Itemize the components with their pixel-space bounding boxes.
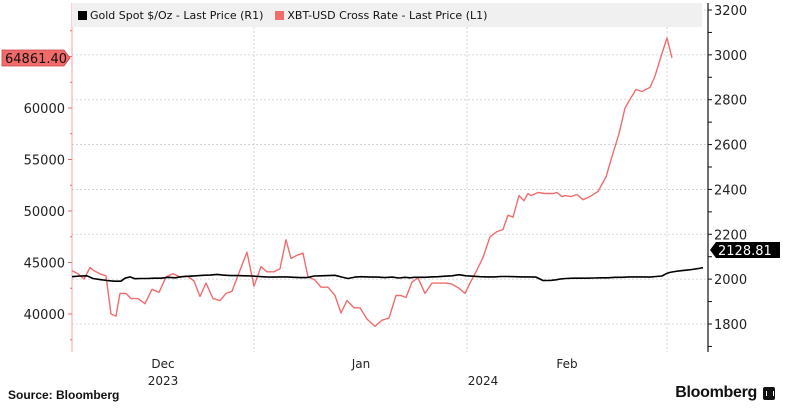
svg-text:Feb: Feb: [556, 357, 577, 371]
legend: Gold Spot $/Oz - Last Price (R1) XBT-USD…: [72, 3, 702, 27]
svg-text:2024: 2024: [468, 374, 499, 388]
svg-text:3200: 3200: [714, 4, 747, 19]
svg-text:40000: 40000: [24, 308, 65, 323]
svg-text:64861.40: 64861.40: [5, 52, 67, 67]
bloomberg-chart-icon: [763, 386, 775, 400]
btc-swatch-icon: [275, 10, 285, 20]
svg-text:2800: 2800: [714, 94, 747, 109]
svg-text:60000: 60000: [24, 102, 65, 117]
xbt-last-price-tag: 64861.40: [1, 49, 71, 67]
svg-text:2200: 2200: [714, 228, 747, 243]
svg-text:3000: 3000: [714, 49, 747, 64]
svg-text:45000: 45000: [24, 257, 65, 272]
right-axis-gold: 1800 2000 2200 2400 2600 2800 3000 3200: [707, 3, 747, 352]
svg-text:Dec: Dec: [151, 357, 174, 371]
x-axis: Dec Jan Feb 2023 2024: [71, 344, 578, 388]
xbt-usd-line: [71, 37, 673, 328]
svg-text:2600: 2600: [714, 139, 747, 154]
svg-text:55000: 55000: [24, 154, 65, 169]
gold-last-price-tag: 2128.81: [710, 242, 780, 259]
svg-text:2000: 2000: [714, 273, 747, 288]
left-axis-xbt: 40000 45000 50000 55000 60000: [24, 3, 73, 352]
svg-text:2400: 2400: [714, 183, 747, 198]
svg-text:2128.81: 2128.81: [718, 244, 772, 259]
svg-text:50000: 50000: [24, 205, 65, 220]
brand-name: Bloomberg: [675, 384, 757, 401]
legend-label-btc: XBT-USD Cross Rate - Last Price (L1): [287, 8, 488, 22]
brand-logo: Bloomberg: [675, 384, 775, 402]
legend-item-btc: XBT-USD Cross Rate - Last Price (L1): [275, 9, 487, 22]
svg-text:2023: 2023: [148, 374, 179, 388]
svg-text:Jan: Jan: [351, 357, 371, 371]
gold-spot-line: [71, 266, 704, 283]
gold-swatch-icon: [78, 10, 87, 20]
svg-text:1800: 1800: [714, 318, 747, 333]
legend-label-gold: Gold Spot $/Oz - Last Price (R1): [90, 8, 264, 22]
source-note: Source: Bloomberg: [8, 388, 120, 402]
legend-item-gold: Gold Spot $/Oz - Last Price (R1): [78, 9, 263, 22]
gridlines: [72, 3, 708, 352]
